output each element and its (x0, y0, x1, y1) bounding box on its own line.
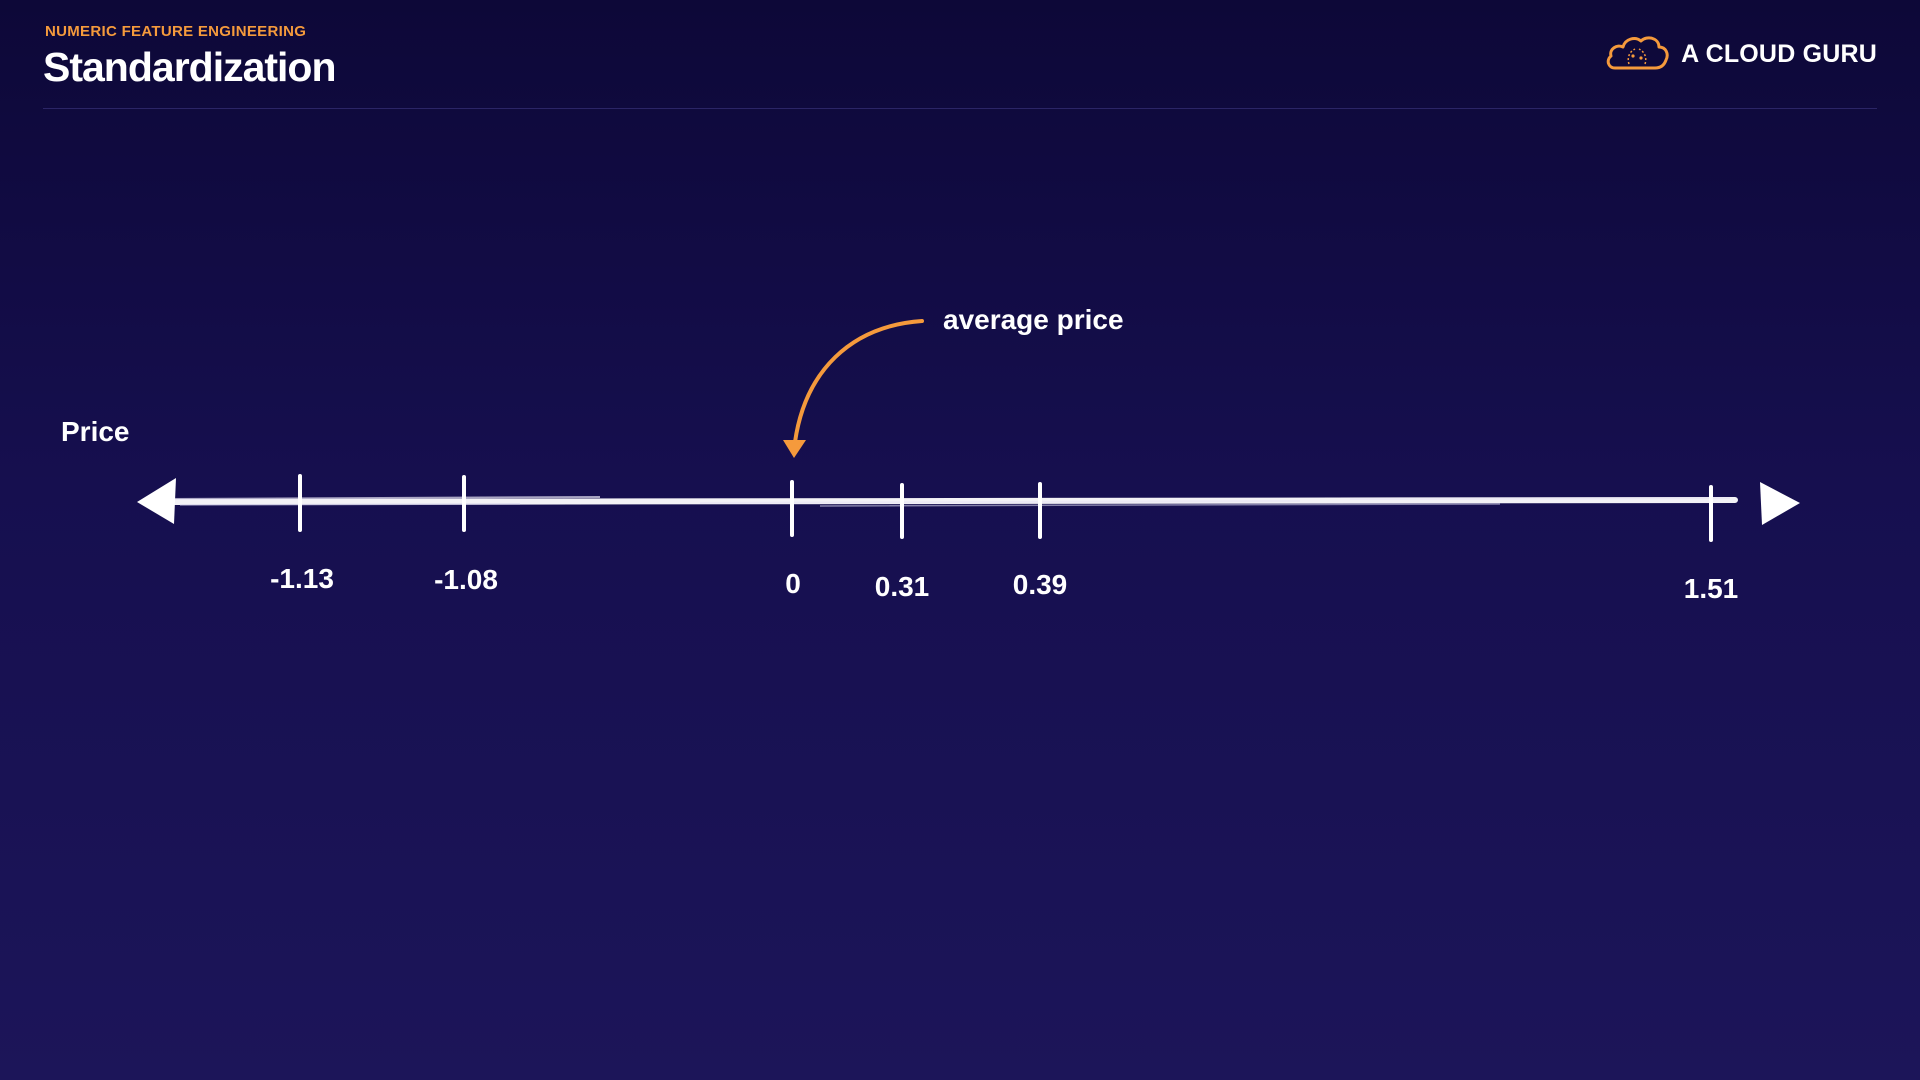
right-arrowhead-icon (1760, 482, 1800, 525)
tick-labels: -1.13 -1.08 0 0.31 0.39 1.51 (270, 563, 1738, 604)
cloud-logo-icon (1606, 36, 1669, 70)
tick-label: -1.08 (434, 564, 498, 595)
annotation-label: average price (943, 304, 1124, 335)
section-eyebrow: NUMERIC FEATURE ENGINEERING (45, 23, 307, 40)
page-title: Standardization (43, 44, 337, 90)
slide-header: NUMERIC FEATURE ENGINEERING Standardizat… (43, 0, 1877, 109)
tick-label: -1.13 (270, 563, 334, 594)
number-line (167, 496, 1738, 507)
tick-label: 1.51 (1684, 573, 1739, 604)
tick-marks (298, 474, 1713, 542)
left-arrowhead-icon (137, 478, 176, 524)
annotation-arrow-icon (783, 319, 924, 458)
brand-logo: A CLOUD GURU (1605, 34, 1877, 74)
axis-label: Price (61, 416, 130, 447)
tick-label: 0.39 (1013, 569, 1068, 600)
brand-name: A CLOUD GURU (1681, 39, 1877, 68)
tick-label: 0 (785, 568, 801, 599)
tick-label: 0.31 (875, 571, 930, 602)
